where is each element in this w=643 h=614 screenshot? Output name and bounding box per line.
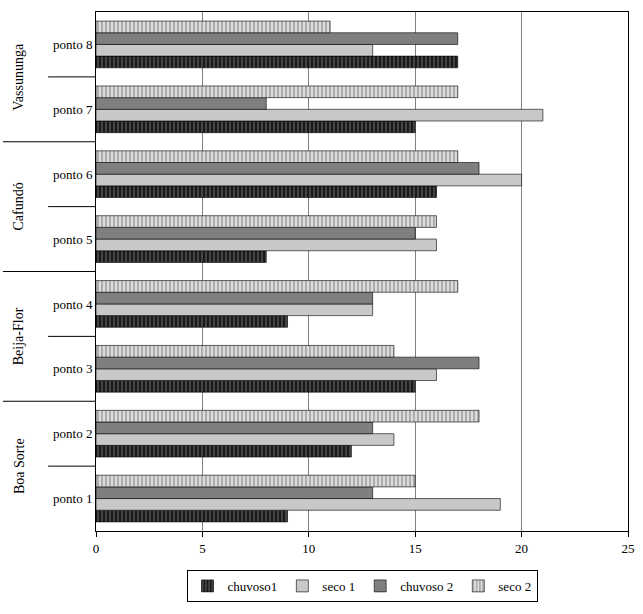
svg-text:ponto 5: ponto 5 xyxy=(53,232,92,247)
svg-text:5: 5 xyxy=(199,541,206,556)
svg-text:ponto 6: ponto 6 xyxy=(53,167,93,182)
svg-text:Boa Sorte: Boa Sorte xyxy=(12,438,27,494)
svg-text:Cafundó: Cafundó xyxy=(11,182,26,230)
svg-text:25: 25 xyxy=(622,541,635,556)
svg-text:Vassununga: Vassununga xyxy=(11,43,26,111)
svg-text:ponto 7: ponto 7 xyxy=(53,102,93,117)
svg-text:ponto 2: ponto 2 xyxy=(53,426,92,441)
svg-text:ponto 4: ponto 4 xyxy=(53,296,93,311)
svg-text:chuvoso 2: chuvoso 2 xyxy=(400,579,453,594)
svg-text:20: 20 xyxy=(515,541,528,556)
svg-text:ponto 8: ponto 8 xyxy=(53,37,92,52)
svg-text:Beija-Flor: Beija-Flor xyxy=(11,307,26,365)
svg-text:seco 1: seco 1 xyxy=(322,579,355,594)
svg-text:ponto 1: ponto 1 xyxy=(53,491,92,506)
svg-text:10: 10 xyxy=(302,541,315,556)
svg-text:ponto 3: ponto 3 xyxy=(53,361,92,376)
svg-text:seco 2: seco 2 xyxy=(498,579,531,594)
svg-text:15: 15 xyxy=(409,541,422,556)
svg-text:chuvoso1: chuvoso1 xyxy=(228,579,278,594)
svg-text:0: 0 xyxy=(93,541,100,556)
